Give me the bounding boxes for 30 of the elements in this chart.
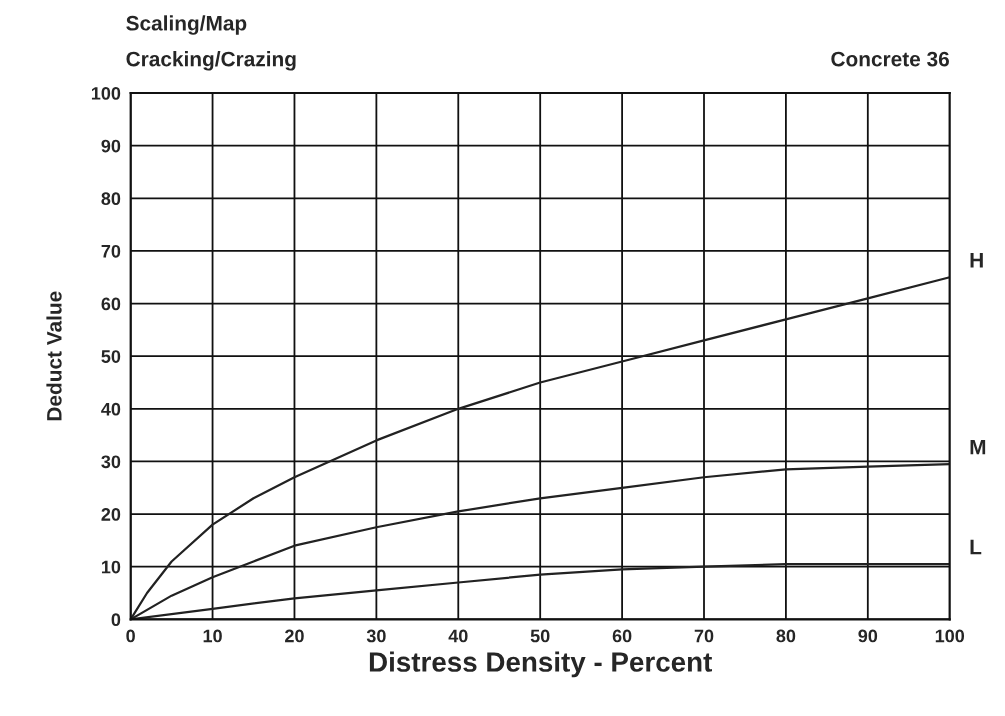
y-tick-label: 10	[101, 560, 121, 574]
y-tick-label: 40	[101, 402, 121, 416]
x-tick-label: 30	[366, 629, 386, 643]
y-tick-label: 0	[111, 613, 121, 627]
x-tick-label: 10	[203, 629, 222, 643]
chart-subtitle: Cracking/Crazing	[126, 51, 296, 71]
x-axis-title: Distress Density - Percent	[369, 651, 712, 678]
x-tick-label: 90	[858, 629, 878, 643]
y-tick-label: 70	[101, 244, 121, 258]
text: Concrete 36	[831, 51, 949, 67]
series-label: H	[970, 253, 983, 268]
y-tick-label: 20	[101, 508, 121, 521]
series-label: M	[970, 439, 986, 455]
x-tick-label: 0	[126, 629, 135, 643]
y-tick-label: 90	[101, 139, 121, 153]
x-tick-label: 50	[530, 629, 550, 643]
y-tick-label: 30	[101, 455, 121, 469]
y-tick-label: 80	[101, 192, 121, 206]
chart-title: Scaling/Map	[126, 15, 247, 35]
series-label: L	[970, 539, 982, 555]
x-tick-label: 80	[776, 629, 796, 643]
y-tick-label: 50	[101, 350, 121, 363]
y-axis-title: Deduct Value	[46, 291, 62, 421]
x-tick-label: 20	[285, 629, 304, 643]
x-tick-label: 60	[612, 629, 632, 643]
x-tick-label: 40	[448, 629, 468, 643]
y-tick-label: 60	[101, 297, 121, 311]
x-tick-label: 70	[694, 629, 714, 643]
y-tick-label: 100	[91, 87, 121, 100]
x-tick-label: 100	[935, 629, 965, 643]
